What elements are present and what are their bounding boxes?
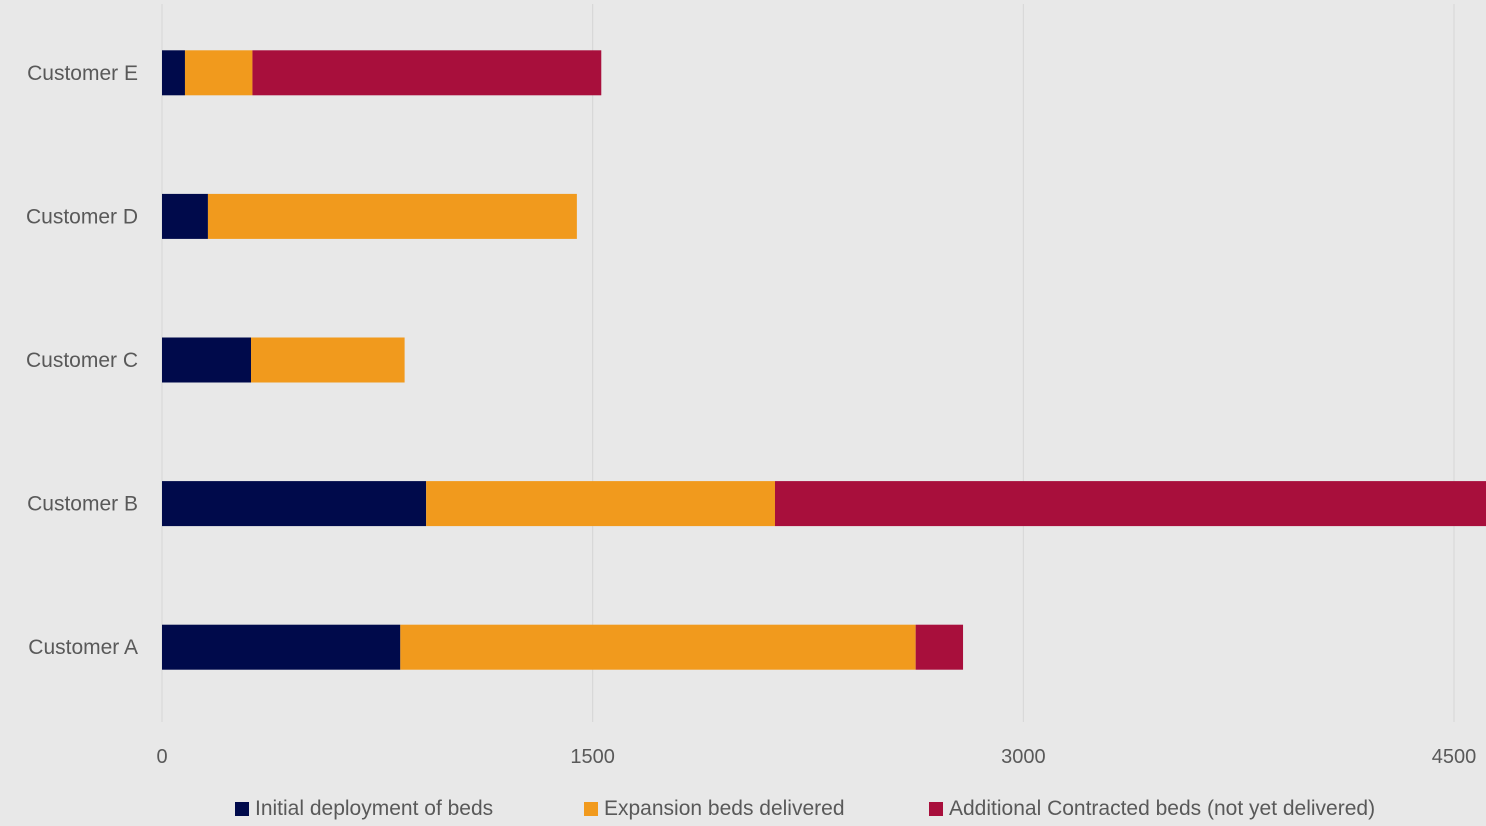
bar-customer-e-additional-contracted-beds-not-yet-delivered bbox=[252, 50, 602, 96]
x-tick-label-0: 0 bbox=[156, 746, 167, 768]
legend-label-expansion-beds-delivered: Expansion beds delivered bbox=[604, 797, 845, 820]
bar-customer-d-expansion-beds-delivered bbox=[207, 193, 577, 239]
category-label-customer-b: Customer B bbox=[27, 493, 138, 516]
bar-customer-b-additional-contracted-beds-not-yet-delivered bbox=[774, 481, 1486, 527]
bar-customer-a-expansion-beds-delivered bbox=[400, 624, 916, 670]
bar-customer-e-expansion-beds-delivered bbox=[184, 50, 253, 96]
legend-label-initial-deployment-of-beds: Initial deployment of beds bbox=[255, 797, 493, 820]
legend-swatch-expansion-beds-delivered bbox=[584, 802, 598, 816]
x-tick-label-1500: 1500 bbox=[570, 746, 615, 768]
legend: Initial deployment of beds Expansion beds… bbox=[235, 797, 1375, 820]
bar-customer-a-initial-deployment-of-beds bbox=[162, 624, 401, 670]
bar-customer-e-initial-deployment-of-beds bbox=[162, 50, 185, 96]
x-tick-label-3000: 3000 bbox=[1001, 746, 1046, 768]
bar-customer-b-initial-deployment-of-beds bbox=[162, 481, 427, 527]
bar-customer-d-initial-deployment-of-beds bbox=[162, 193, 208, 239]
bar-customer-c-expansion-beds-delivered bbox=[251, 337, 405, 383]
x-tick-labels: 0 1500 3000 4500 bbox=[156, 746, 1476, 768]
legend-swatch-initial-deployment-of-beds bbox=[235, 802, 249, 816]
legend-label-additional-contracted-beds-not-yet-delivered: Additional Contracted beds (not yet deli… bbox=[949, 797, 1375, 820]
bar-customer-b-expansion-beds-delivered bbox=[426, 481, 775, 527]
category-labels: Customer A Customer B Customer C Customer D… bbox=[26, 62, 138, 659]
bar-customer-c-initial-deployment-of-beds bbox=[162, 337, 252, 383]
category-label-customer-a: Customer A bbox=[28, 636, 138, 659]
category-label-customer-c: Customer C bbox=[26, 349, 138, 372]
bars bbox=[162, 50, 1486, 670]
legend-swatch-additional-contracted-beds-not-yet-delivered bbox=[929, 802, 943, 816]
category-label-customer-e: Customer E bbox=[27, 62, 138, 85]
bar-customer-a-additional-contracted-beds-not-yet-delivered bbox=[915, 624, 964, 670]
category-label-customer-d: Customer D bbox=[26, 205, 138, 228]
x-tick-label-4500: 4500 bbox=[1432, 746, 1477, 768]
